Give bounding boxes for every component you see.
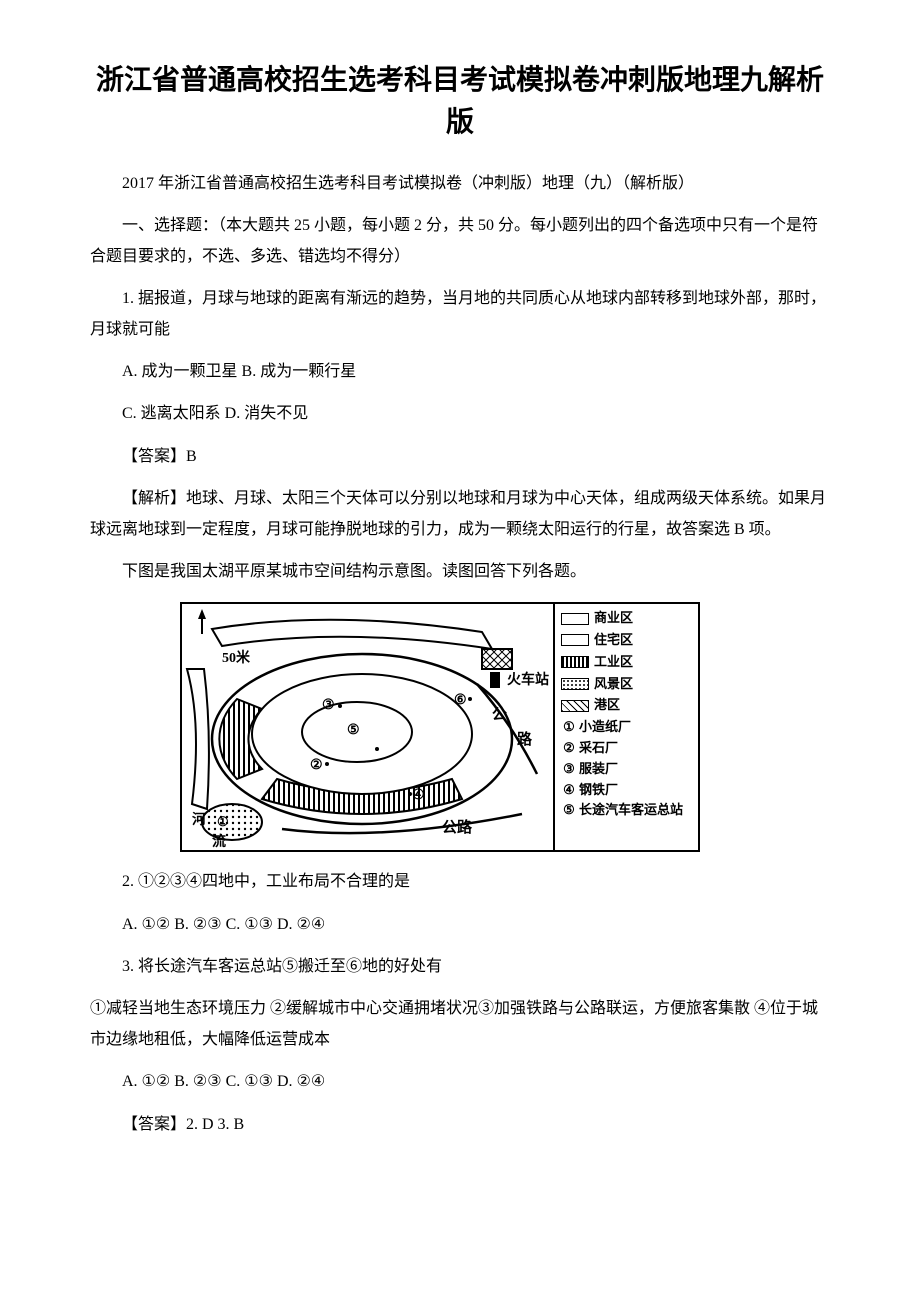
svg-text:⑥: ⑥ [454,693,467,708]
legend-label: 港区 [594,695,620,716]
question-2-intro: 下图是我国太湖平原某城市空间结构示意图。读图回答下列各题。 [90,557,830,587]
legend-num: ⑤ [561,800,577,821]
question-2-stem: 2. ①②③④四地中，工业布局不合理的是 [90,867,830,897]
legend-item-scenic: 风景区 [561,674,692,695]
legend-num-label: 小造纸厂 [579,717,631,738]
map-svg: 50米 [182,604,552,850]
legend-num: ② [561,738,577,759]
section-heading: 一、选择题：（本大题共 25 小题，每小题 2 分，共 50 分。每小题列出的四… [90,211,830,272]
question-1-answer: 【答案】B [90,442,830,472]
svg-text:②: ② [310,758,323,773]
question-3-stem: 3. 将长途汽车客运总站⑤搬迁至⑥地的好处有 [90,952,830,982]
legend-box-icon [561,678,589,690]
legend-label: 住宅区 [594,630,633,651]
scale-text: 50米 [222,649,251,666]
question-1-options-cd: C. 逃离太阳系 D. 消失不见 [90,399,830,429]
svg-text:④: ④ [412,788,425,803]
svg-text:河: 河 [192,811,206,828]
question-23-answer: 【答案】2. D 3. B [90,1110,830,1140]
legend-box-icon [561,656,589,668]
legend-item-port: 港区 [561,695,692,716]
legend-num-label: 钢铁厂 [579,780,618,801]
legend-num-label: 服装厂 [579,759,618,780]
legend-num-label: 采石厂 [579,738,618,759]
question-1-options-ab: A. 成为一颗卫星 B. 成为一颗行星 [90,357,830,387]
legend-item-residential: 住宅区 [561,630,692,651]
legend-num: ① [561,717,577,738]
legend-numbered-5: ⑤ 长途汽车客运总站 [561,800,692,821]
city-structure-diagram: 50米 [180,602,700,852]
legend-num: ③ [561,759,577,780]
legend-box-icon [561,700,589,712]
legend-num-label: 长途汽车客运总站 [579,800,683,821]
svg-text:⑤: ⑤ [347,723,360,738]
svg-text:路: 路 [517,730,533,748]
question-3-options: A. ①② B. ②③ C. ①③ D. ②④ [90,1067,830,1097]
question-2-options: A. ①② B. ②③ C. ①③ D. ②④ [90,910,830,940]
legend-numbered-2: ② 采石厂 [561,738,692,759]
svg-text:③: ③ [322,698,335,713]
diagram-legend: 商业区 住宅区 工业区 风景区 港区 ① 小造纸厂 ② 采石厂 ③ 服装厂 [553,604,698,850]
legend-numbered-4: ④ 钢铁厂 [561,780,692,801]
legend-item-commercial: 商业区 [561,608,692,629]
svg-text:①: ① [217,814,229,829]
legend-numbered-1: ① 小造纸厂 [561,717,692,738]
legend-numbered-3: ③ 服装厂 [561,759,692,780]
legend-label: 风景区 [594,674,633,695]
legend-box-icon [561,634,589,646]
svg-text:流: 流 [212,833,226,850]
legend-label: 工业区 [594,652,633,673]
document-title: 浙江省普通高校招生选考科目考试模拟卷冲刺版地理九解析版 [90,60,830,144]
diagram-map-area: 50米 [182,604,552,850]
legend-item-industrial: 工业区 [561,652,692,673]
intro-paragraph: 2017 年浙江省普通高校招生选考科目考试模拟卷（冲刺版）地理（九）（解析版） [90,169,830,199]
question-1-explanation: 【解析】地球、月球、太阳三个天体可以分别以地球和月球为中心天体，组成两级天体系统… [90,484,830,545]
legend-num: ④ [561,780,577,801]
legend-box-icon [561,613,589,625]
question-1-stem: 1. 据报道，月球与地球的距离有渐远的趋势，当月地的共同质心从地球内部转移到地球… [90,284,830,345]
question-3-items: ①减轻当地生态环境压力 ②缓解城市中心交通拥堵状况③加强铁路与公路联运，方便旅客… [90,994,830,1055]
svg-text:火车站: 火车站 [507,671,549,688]
legend-label: 商业区 [594,608,633,629]
